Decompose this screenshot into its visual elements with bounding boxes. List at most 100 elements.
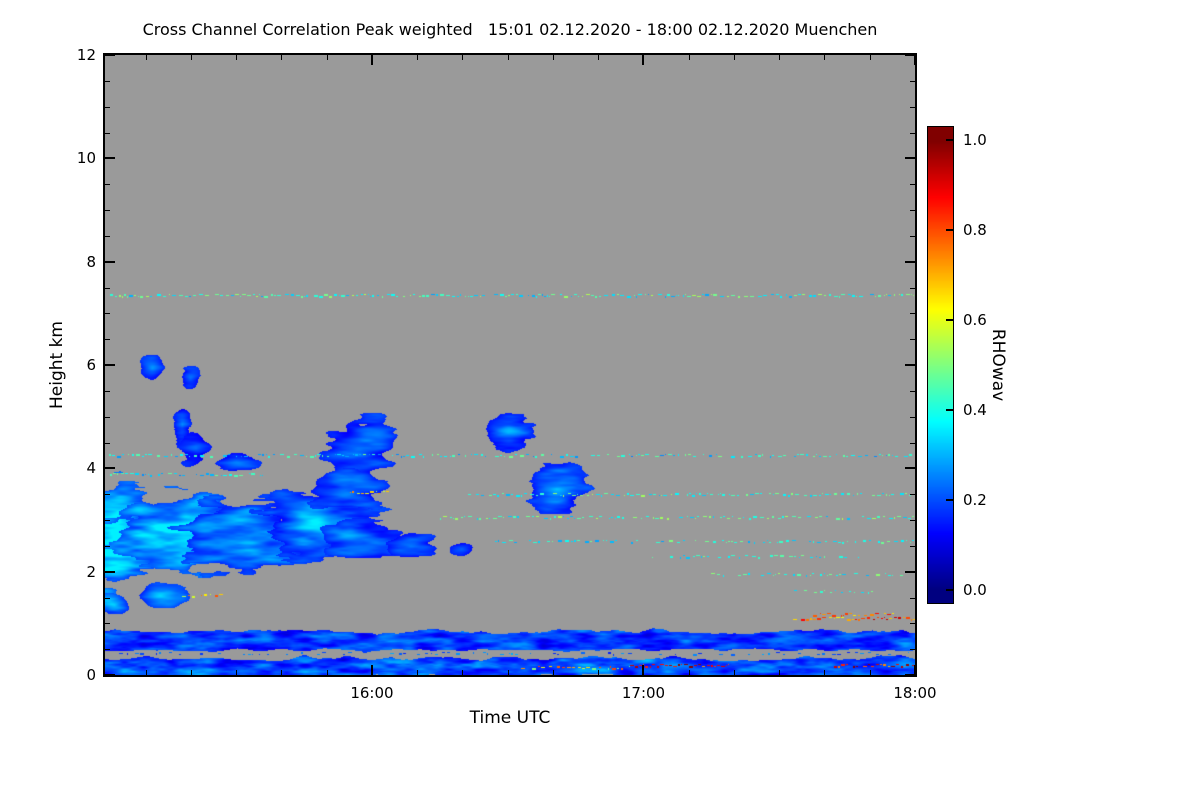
colorbar-tick-label: 1.0	[963, 131, 987, 150]
y-tick-label: 4	[86, 459, 96, 478]
y-minor-tick	[910, 545, 915, 547]
colorbar-tick	[946, 498, 953, 501]
colorbar-tick	[946, 229, 953, 232]
colorbar-tick	[946, 588, 953, 591]
x-minor-tick	[190, 55, 192, 60]
y-major-tick	[905, 674, 915, 676]
x-minor-tick	[145, 55, 147, 60]
chart-title: Cross Channel Correlation Peak weighted …	[142, 20, 878, 39]
y-minor-tick	[910, 390, 915, 392]
colorbar-label: RHOwav	[988, 328, 1008, 402]
x-tick-label: 16:00	[350, 684, 394, 702]
y-minor-tick	[910, 442, 915, 444]
y-major-tick	[105, 570, 115, 573]
y-minor-tick	[910, 623, 915, 625]
y-tick-label: 12	[76, 46, 96, 64]
x-minor-tick	[417, 670, 419, 675]
x-axis-label: Time UTC	[469, 708, 551, 728]
colorbar-canvas	[928, 127, 953, 603]
x-minor-tick	[281, 55, 283, 60]
x-major-tick	[914, 55, 916, 65]
y-minor-tick	[105, 649, 110, 651]
x-minor-tick	[190, 670, 192, 675]
y-minor-tick	[910, 132, 915, 134]
y-major-tick	[905, 570, 915, 573]
y-minor-tick	[105, 520, 110, 521]
y-minor-tick	[910, 520, 915, 521]
x-minor-tick	[462, 670, 464, 675]
colorbar-tick-label: 0.0	[963, 580, 987, 599]
y-minor-tick	[910, 416, 915, 418]
x-minor-tick	[236, 55, 238, 60]
y-tick-label: 6	[86, 356, 96, 374]
x-major-tick	[914, 665, 916, 675]
x-minor-tick	[824, 55, 826, 60]
x-minor-tick	[869, 670, 871, 675]
y-minor-tick	[910, 339, 915, 341]
y-minor-tick	[105, 132, 110, 134]
x-minor-tick	[779, 670, 781, 675]
colorbar-tick	[946, 319, 953, 322]
x-minor-tick	[824, 670, 826, 675]
y-tick-label: 2	[86, 562, 96, 581]
y-minor-tick	[105, 184, 110, 186]
y-minor-tick	[105, 494, 110, 496]
y-minor-tick	[910, 287, 915, 289]
x-minor-tick	[552, 670, 554, 675]
y-major-tick	[905, 54, 915, 56]
heatmap-canvas	[105, 55, 915, 675]
colorbar-tick	[946, 408, 953, 411]
y-major-tick	[105, 467, 115, 470]
y-major-tick	[105, 157, 115, 160]
x-major-tick	[642, 665, 645, 675]
x-major-tick	[642, 55, 645, 65]
y-major-tick	[105, 364, 115, 366]
y-minor-tick	[105, 442, 110, 444]
x-minor-tick	[688, 55, 690, 60]
x-minor-tick	[417, 55, 419, 60]
y-minor-tick	[105, 235, 110, 237]
y-tick-label: 10	[76, 149, 96, 168]
x-minor-tick	[869, 55, 871, 60]
x-minor-tick	[779, 55, 781, 60]
colorbar	[927, 126, 954, 604]
x-minor-tick	[236, 670, 238, 675]
x-tick-label: 18:00	[893, 684, 937, 702]
y-minor-tick	[910, 494, 915, 496]
y-minor-tick	[910, 210, 915, 211]
y-minor-tick	[105, 80, 110, 82]
y-minor-tick	[105, 390, 110, 392]
y-minor-tick	[910, 313, 915, 315]
y-minor-tick	[105, 416, 110, 418]
y-minor-tick	[105, 210, 110, 211]
y-minor-tick	[105, 597, 110, 599]
y-major-tick	[905, 260, 915, 263]
x-minor-tick	[598, 55, 600, 60]
plot-frame	[103, 53, 917, 677]
y-major-tick	[905, 467, 915, 470]
y-minor-tick	[910, 235, 915, 237]
x-minor-tick	[598, 670, 600, 675]
y-minor-tick	[910, 106, 915, 108]
y-major-tick	[105, 260, 115, 263]
y-major-tick	[105, 674, 115, 676]
x-minor-tick	[281, 670, 283, 675]
x-minor-tick	[326, 55, 328, 60]
colorbar-tick-label: 0.8	[963, 221, 987, 240]
y-minor-tick	[910, 649, 915, 651]
x-minor-tick	[733, 670, 735, 675]
x-minor-tick	[733, 55, 735, 60]
y-tick-label: 8	[86, 252, 96, 271]
y-minor-tick	[105, 106, 110, 108]
y-minor-tick	[910, 80, 915, 82]
x-minor-tick	[145, 670, 147, 675]
x-major-tick	[370, 665, 373, 675]
x-minor-tick	[507, 670, 509, 675]
y-minor-tick	[910, 597, 915, 599]
x-minor-tick	[326, 670, 328, 675]
y-minor-tick	[910, 184, 915, 186]
colorbar-tick	[946, 139, 953, 142]
y-major-tick	[905, 364, 915, 366]
x-minor-tick	[462, 55, 464, 60]
